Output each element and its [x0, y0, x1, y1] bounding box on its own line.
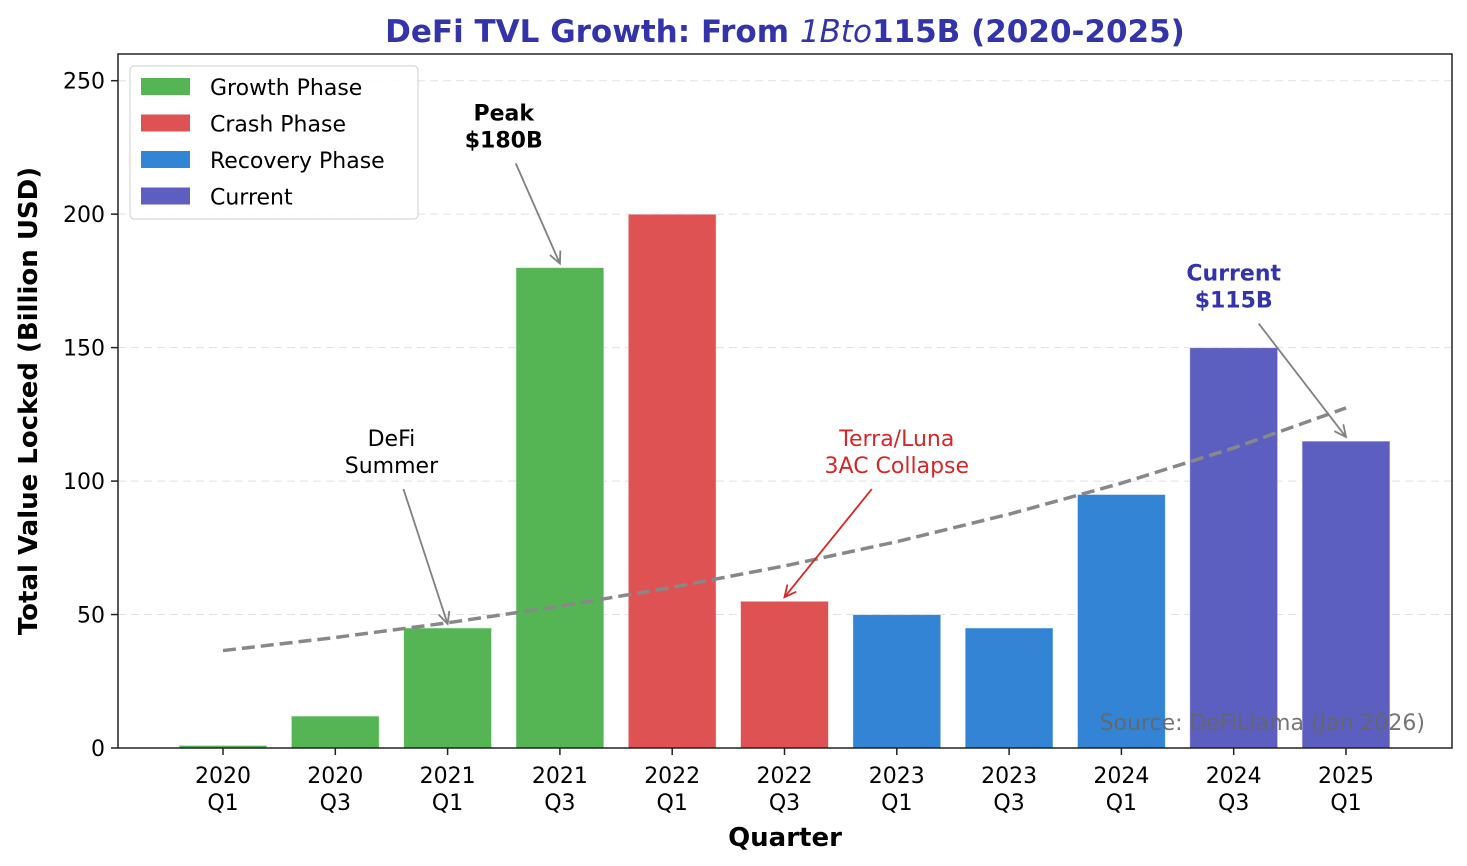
bar-3: [515, 267, 605, 749]
x-tick-label-line: Q1: [1106, 791, 1137, 816]
annotation-text: Terra/Luna: [838, 427, 954, 452]
x-tick-label-line: Q3: [993, 791, 1024, 816]
annotation-text: DeFi: [368, 427, 416, 452]
x-tick-label: 2024 Q3: [1206, 764, 1262, 816]
annotation-arrow: [1257, 323, 1347, 438]
arrow-head-icon: [783, 584, 797, 599]
x-tick-label-line: 2025: [1318, 764, 1374, 789]
x-tick-label-line: 2022: [644, 764, 700, 789]
bar-10: [1301, 440, 1391, 749]
bar-8: [1076, 493, 1166, 749]
legend: Growth Phase Crash Phase Recovery Phase Cur…: [129, 65, 419, 220]
x-tick-label: 2021 Q3: [532, 764, 588, 816]
y-axis-label: Total Value Locked (Billion USD): [14, 167, 44, 635]
x-tick-label-line: Q1: [432, 791, 463, 816]
x-tick-label: 2024 Q1: [1093, 764, 1149, 816]
annotation-text: 3AC Collapse: [825, 454, 970, 479]
x-tick-label-line: 2024: [1093, 764, 1149, 789]
arrow-head-icon: [1333, 424, 1348, 439]
bar-9: [1189, 347, 1279, 749]
x-tick-label-line: Q1: [207, 791, 238, 816]
y-tick-label: 100: [63, 470, 105, 495]
annotation-text: Peak: [473, 101, 535, 126]
y-tick-label: 150: [63, 337, 105, 362]
x-tick-label-line: 2022: [757, 764, 813, 789]
x-tick-label-line: Q3: [769, 791, 800, 816]
x-tick-label-line: Q1: [657, 791, 688, 816]
x-tick-label-line: Q1: [881, 791, 912, 816]
y-ticks: 0 50 100 150 200 250: [63, 70, 118, 762]
annotation-text: $180B: [465, 128, 543, 153]
bar-1: [290, 715, 380, 749]
x-tick-label-line: 2020: [307, 764, 363, 789]
annotation-arrow: [402, 488, 449, 625]
x-tick-label-line: Q3: [320, 791, 351, 816]
x-tick-label: 2020 Q1: [195, 764, 251, 816]
x-tick-label-line: 2021: [420, 764, 476, 789]
annotation-text: Current: [1186, 262, 1281, 287]
x-tick-label: 2023 Q3: [981, 764, 1037, 816]
x-tick-label: 2023 Q1: [869, 764, 925, 816]
x-tick-label-line: Q3: [544, 791, 575, 816]
annotation-text: $115B: [1195, 289, 1273, 314]
bar-4: [627, 213, 717, 749]
x-tick-label: 2020 Q3: [307, 764, 363, 816]
x-tick-label: 2022 Q3: [757, 764, 813, 816]
x-tick-label-line: 2023: [981, 764, 1037, 789]
bar-2: [403, 627, 493, 749]
legend-label: Recovery Phase: [210, 149, 385, 174]
x-tick-label-line: 2021: [532, 764, 588, 789]
annotation-arrow: [783, 488, 873, 598]
legend-label: Growth Phase: [210, 76, 362, 101]
bar-5: [740, 600, 829, 749]
annotation-arrow: [514, 163, 561, 264]
arrow-head-icon: [437, 610, 451, 626]
x-axis-label: Quarter: [728, 823, 842, 853]
annotation-text: Summer: [345, 454, 439, 479]
legend-label: Crash Phase: [210, 113, 346, 138]
legend-box: [129, 65, 419, 220]
legend-swatch: [141, 78, 190, 95]
y-tick-label: 0: [91, 737, 105, 762]
x-tick-label-line: 2024: [1206, 764, 1262, 789]
bar-6: [852, 614, 942, 749]
x-tick-label-line: 2023: [869, 764, 925, 789]
bar-7: [964, 627, 1054, 749]
x-tick-label-line: Q3: [1218, 791, 1249, 816]
x-tick-label: 2022 Q1: [644, 764, 700, 816]
bars: [178, 213, 1391, 749]
x-tick-label-line: 2020: [195, 764, 251, 789]
trend-line: [222, 406, 1347, 653]
y-tick-label: 200: [63, 203, 105, 228]
y-tick-label: 250: [63, 70, 105, 95]
x-tick-label: 2025 Q1: [1318, 764, 1374, 816]
source-note: Source: DeFiLlama (Jan 2026): [1100, 711, 1425, 736]
arrow-head-icon: [549, 250, 562, 266]
y-tick-label: 50: [77, 604, 105, 629]
x-tick-label-line: Q1: [1330, 791, 1361, 816]
legend-swatch: [141, 151, 190, 168]
x-tick-label: 2021 Q1: [420, 764, 476, 816]
legend-label: Current: [210, 186, 293, 211]
chart-title: DeFi TVL Growth: From 1Bto115B (2020-202…: [385, 14, 1185, 50]
legend-swatch: [141, 114, 190, 132]
legend-swatch: [141, 187, 190, 205]
